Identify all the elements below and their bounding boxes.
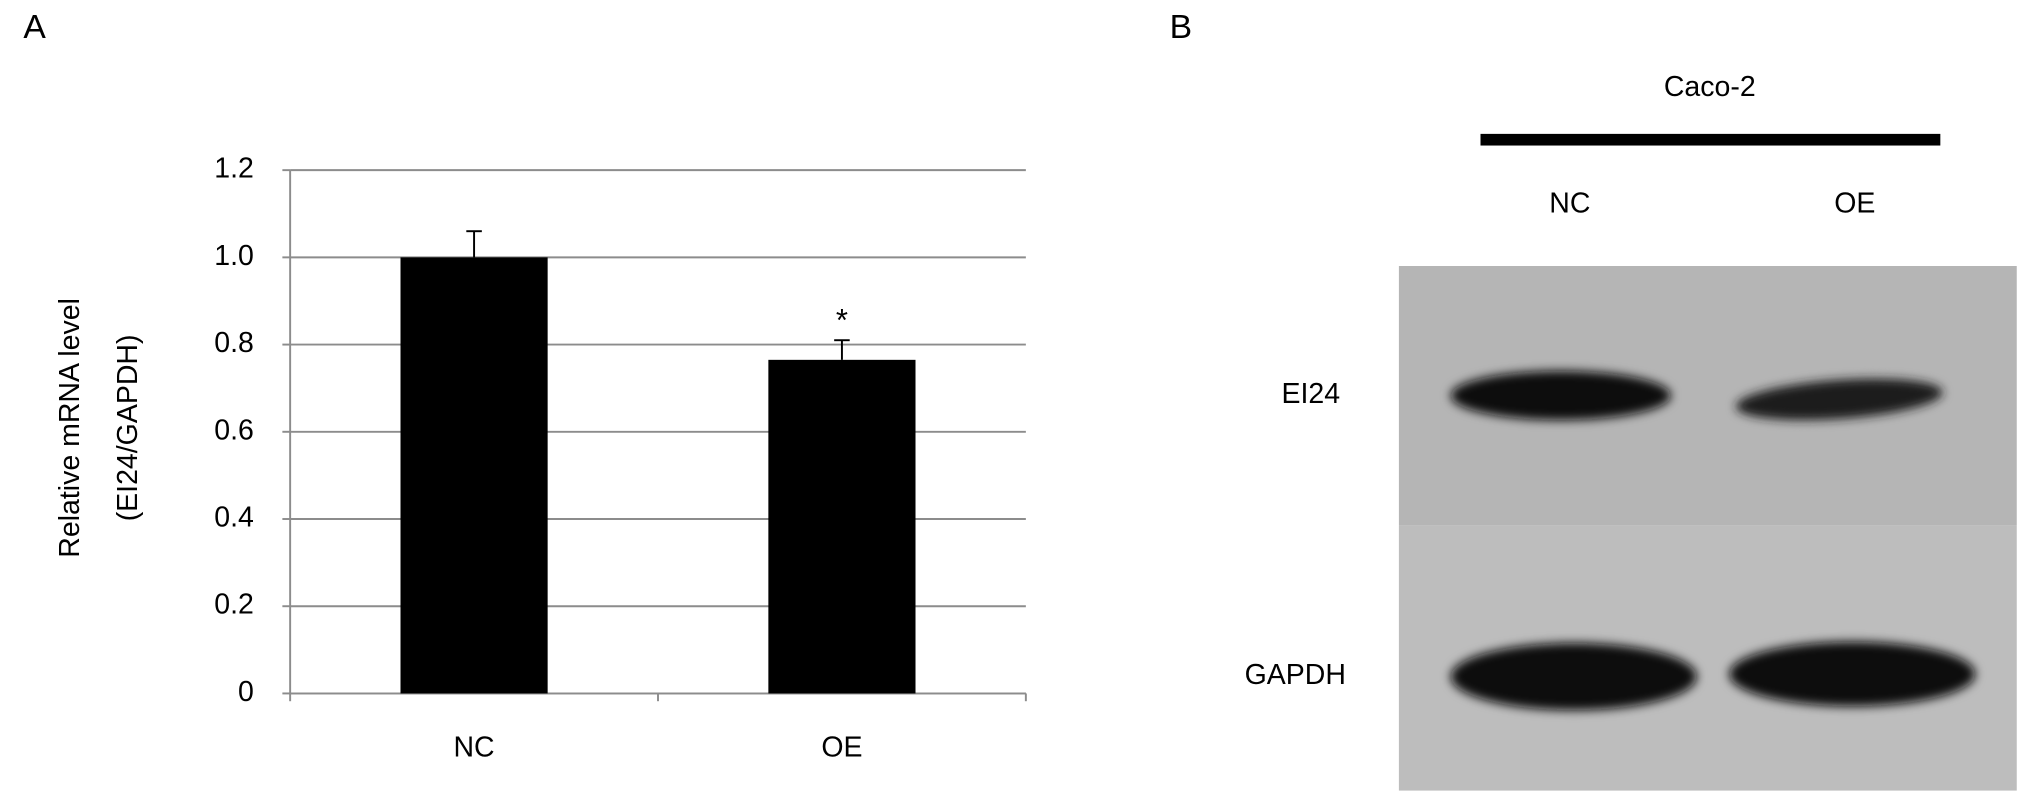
blot-band: [1735, 378, 1943, 421]
y-tick-label: 0.8: [214, 327, 254, 359]
error-bar: [834, 339, 850, 360]
blot-band: [1729, 641, 1976, 707]
bar: [400, 257, 548, 694]
y-tick-label: 0: [238, 676, 254, 708]
y-axis-label: (EI24/GAPDH): [112, 335, 144, 522]
annotation: *: [836, 302, 848, 337]
y-tick-label: 0.2: [214, 589, 254, 621]
row-label: GAPDH: [1245, 659, 1346, 691]
blot-band: [1450, 370, 1671, 421]
error-bar: [466, 230, 482, 258]
cell-line-label: Caco-2: [1664, 71, 1756, 103]
x-tick-label: NC: [453, 732, 494, 764]
y-tick-label: 0.4: [214, 502, 254, 534]
y-tick-label: 0.6: [214, 414, 254, 446]
group-bar: [1480, 133, 1941, 146]
y-axis-label: Relative mRNA level: [54, 298, 86, 558]
blot-band: [1450, 642, 1697, 711]
row-label: EI24: [1282, 378, 1341, 410]
y-tick-label: 1.0: [214, 240, 254, 272]
panel-label: B: [1170, 9, 1192, 46]
panel-label: A: [23, 9, 46, 46]
lane-label: NC: [1549, 188, 1590, 220]
bar: [768, 359, 916, 694]
lane-label: OE: [1834, 188, 1875, 220]
x-tick-label: OE: [821, 732, 862, 764]
y-tick-label: 1.2: [214, 153, 254, 185]
